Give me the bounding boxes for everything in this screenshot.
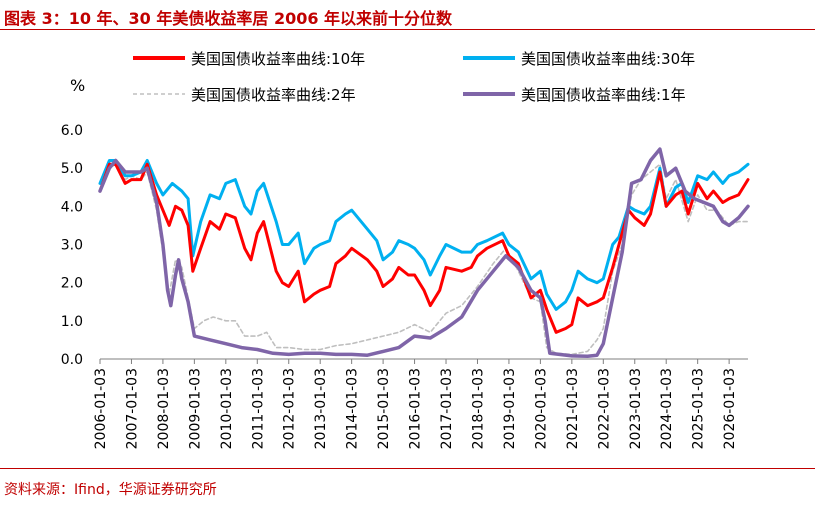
x-tick-label: 2022-01-03 (596, 368, 612, 449)
axes: 0.0 1.0 2.0 3.0 4.0 5.0 6.0 2006-01-03 2007-01-0… (61, 123, 748, 449)
x-tick-label: 2007-01-03 (124, 368, 140, 449)
y-tick-label: 5.0 (61, 161, 83, 177)
x-tick-label: 2023-01-03 (628, 368, 644, 449)
x-tick-label: 2018-01-03 (470, 368, 486, 449)
y-axis-unit: % (70, 76, 86, 95)
x-tick-label: 2013-01-03 (313, 368, 329, 449)
series-lines (98, 147, 750, 359)
y-tick-label: 0.0 (61, 352, 83, 368)
x-tick-label: 2019-01-03 (502, 368, 518, 449)
source-divider (0, 468, 815, 469)
x-tick-label: 2012-01-03 (282, 368, 298, 449)
series-line-30y (98, 159, 750, 311)
x-tick-label: 2016-01-03 (408, 368, 424, 449)
source-note: 资料来源：Ifind，华源证券研究所 (4, 482, 217, 498)
x-tick-label: 2014-01-03 (345, 368, 361, 449)
legend-label-30y: 美国国债收益率曲线:30年 (521, 50, 695, 68)
x-tick-label: 2006-01-03 (93, 368, 109, 449)
x-tick-label: 2010-01-03 (219, 368, 235, 449)
x-tick-label: 2008-01-03 (156, 368, 172, 449)
y-tick-label: 3.0 (61, 238, 83, 254)
x-tick-label: 2021-01-03 (565, 368, 581, 449)
title-divider (0, 29, 815, 30)
x-tick-label: 2011-01-03 (250, 368, 266, 449)
x-tick-label: 2024-01-03 (659, 368, 675, 449)
series-line-2y (99, 163, 749, 356)
x-tick-label: 2026-01-03 (722, 368, 738, 449)
y-tick-label: 1.0 (61, 314, 83, 330)
y-tick-label: 2.0 (61, 276, 83, 292)
x-tick-label: 2020-01-03 (533, 368, 549, 449)
x-tick-label: 2017-01-03 (439, 368, 455, 449)
x-tick-label: 2015-01-03 (376, 368, 392, 449)
series-line-10y (98, 162, 750, 334)
x-tick-label: 2025-01-03 (691, 368, 707, 449)
legend-label-1y: 美国国债收益率曲线:1年 (521, 86, 686, 104)
y-tick-label: 6.0 (61, 123, 83, 139)
x-tick-label: 2009-01-03 (187, 368, 203, 449)
legend-label-2y: 美国国债收益率曲线:2年 (191, 86, 356, 104)
legend-label-10y: 美国国债收益率曲线:10年 (191, 50, 365, 68)
series-line-1y (98, 147, 750, 359)
y-tick-label: 4.0 (61, 199, 83, 215)
chart-title: 图表 3：10 年、30 年美债收益率居 2006 年以来前十分位数 (4, 9, 453, 28)
